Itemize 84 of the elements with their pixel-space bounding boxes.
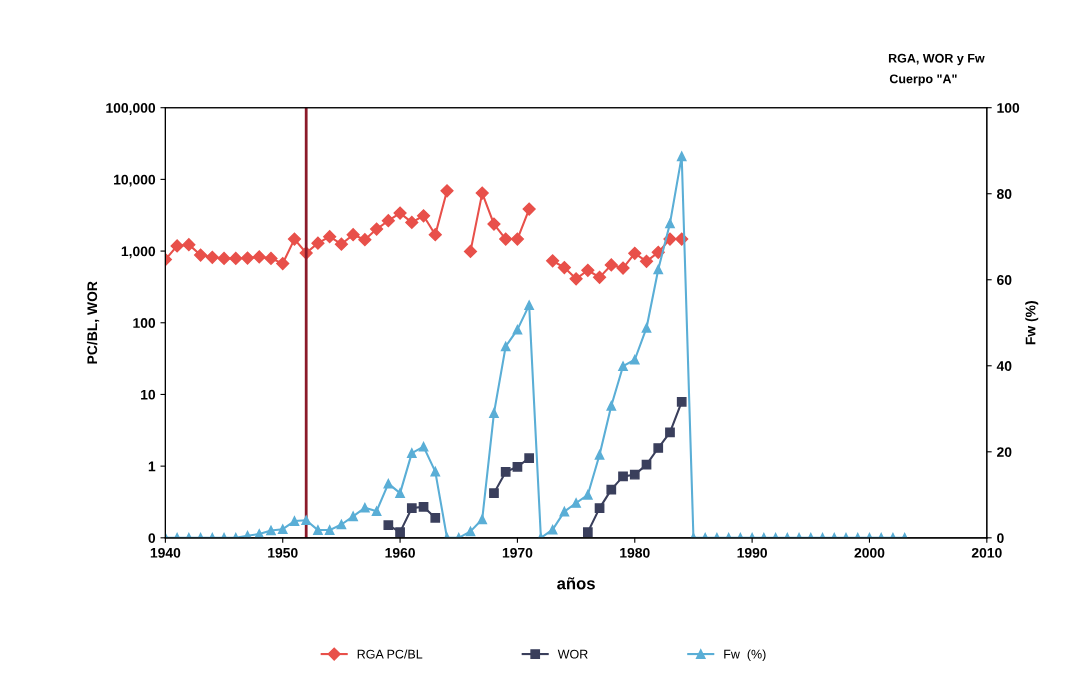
- point: [182, 238, 196, 252]
- point: [510, 232, 525, 246]
- point: [569, 272, 583, 286]
- point: [370, 222, 384, 236]
- point: [629, 469, 640, 480]
- point: [665, 427, 675, 438]
- y2-tick-label: 80: [996, 189, 1012, 199]
- y2-axis-title: Fw (%): [1025, 301, 1039, 345]
- point: [653, 443, 664, 453]
- point: [546, 254, 560, 268]
- point: [487, 217, 501, 231]
- point: [358, 233, 372, 247]
- point: [500, 467, 511, 477]
- point: [193, 248, 208, 262]
- point: [311, 236, 325, 250]
- x-tick-label: 1950: [268, 547, 298, 558]
- point: [240, 251, 255, 265]
- y2-tick-label: 40: [996, 361, 1012, 371]
- x-tick-label: 1970: [502, 547, 533, 558]
- point: [440, 184, 454, 198]
- y2-tick-label: 20: [997, 447, 1012, 457]
- chart-subtitle: Cuerpo "A": [889, 74, 957, 86]
- x-tick-label: 1980: [620, 547, 650, 558]
- point: [676, 396, 687, 407]
- point: [252, 250, 266, 264]
- x-tick-label: 1960: [385, 547, 415, 558]
- y-tick-label: 1,000: [121, 246, 156, 259]
- legend-label: Fw (%): [724, 649, 766, 662]
- point: [418, 502, 429, 512]
- point: [405, 215, 419, 230]
- y-tick-label: 0: [148, 533, 156, 543]
- point: [581, 263, 595, 277]
- point: [594, 503, 605, 513]
- point: [346, 228, 360, 242]
- point: [395, 527, 405, 538]
- point: [323, 230, 337, 244]
- y2-tick-label: 60: [997, 275, 1012, 285]
- point: [334, 237, 348, 251]
- point: [264, 251, 278, 266]
- point: [287, 232, 302, 246]
- point: [217, 251, 231, 266]
- legend-label: RGA PC/BL: [357, 649, 423, 659]
- point: [639, 254, 654, 268]
- y2-tick-label: 0: [997, 533, 1004, 543]
- point: [628, 246, 642, 260]
- point: [229, 251, 243, 266]
- point: [381, 214, 395, 228]
- point: [616, 261, 630, 275]
- point: [205, 250, 219, 264]
- x-tick-label: 1940: [150, 547, 181, 558]
- point: [428, 228, 442, 242]
- point: [512, 461, 523, 472]
- x-tick-label: 2010: [971, 547, 1002, 558]
- point: [383, 520, 394, 531]
- point: [416, 209, 431, 223]
- point: [489, 488, 499, 499]
- x-tick-label: 1990: [737, 547, 767, 558]
- point: [499, 232, 513, 246]
- point: [557, 260, 571, 275]
- point: [393, 206, 407, 220]
- y-tick-label: 100: [133, 318, 156, 328]
- point: [582, 527, 593, 538]
- point: [463, 244, 478, 258]
- y-tick-label: 10: [141, 389, 156, 400]
- chart-title: RGA, WOR y Fw: [888, 53, 985, 66]
- point: [475, 186, 489, 200]
- point: [170, 239, 184, 253]
- x-axis-title: años: [557, 577, 595, 590]
- point: [522, 202, 536, 216]
- y-tick-label: 100,000: [106, 103, 156, 115]
- point: [430, 512, 441, 523]
- x-tick-label: 2000: [854, 547, 885, 558]
- y-axis-title: PC/BL, WOR: [86, 281, 100, 364]
- legend-label: WOR: [557, 649, 588, 659]
- point: [604, 258, 618, 272]
- point: [592, 270, 607, 284]
- y-tick-label: 10,000: [114, 174, 156, 187]
- point: [618, 471, 628, 482]
- point: [276, 256, 290, 271]
- y2-tick-label: 100: [997, 103, 1020, 113]
- point: [524, 453, 535, 464]
- point: [606, 484, 617, 495]
- point: [406, 503, 417, 513]
- y-tick-label: 1: [148, 461, 156, 472]
